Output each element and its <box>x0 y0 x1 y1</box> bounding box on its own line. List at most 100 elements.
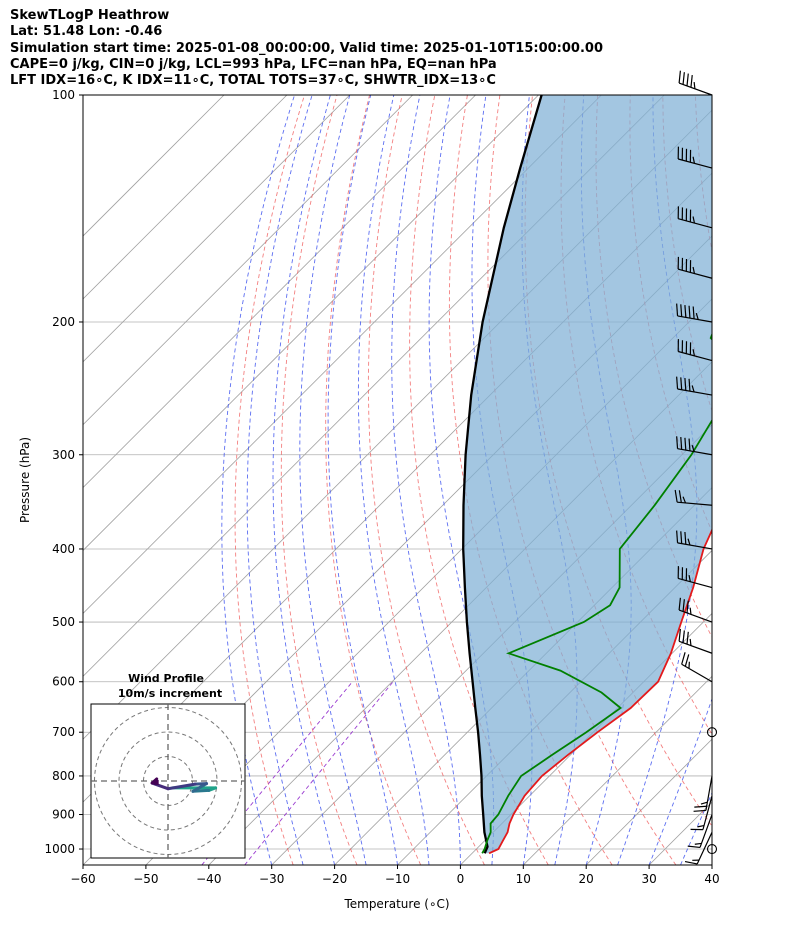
wind-barb-feather <box>682 599 685 612</box>
wind-barb-feather <box>676 530 679 543</box>
x-tick-label: −60 <box>70 872 95 886</box>
wind-barb-staff <box>681 663 713 683</box>
hodograph-segment <box>193 782 209 786</box>
wind-barb-feather <box>692 349 696 356</box>
inset-title: Wind Profile <box>128 672 204 685</box>
x-tick-label: −30 <box>259 872 284 886</box>
wind-barb-feather <box>678 628 681 642</box>
x-tick-label: 30 <box>641 872 656 886</box>
moist-adiabat <box>272 95 336 865</box>
inset-subtitle: 10m/s increment <box>118 687 222 700</box>
time-line: Simulation start time: 2025-01-08_00:00:… <box>10 40 603 56</box>
isotherm-line <box>83 95 476 489</box>
temperature-profile-line <box>488 528 712 855</box>
wind-barb-feather <box>682 496 687 504</box>
dry-adiabat <box>280 95 358 865</box>
wind-barb-feather <box>692 216 696 224</box>
y-axis-label: Pressure (hPa) <box>18 437 32 523</box>
mixing-ratio-line <box>244 681 394 865</box>
wind-barb-feather <box>689 607 692 615</box>
isotherm-line <box>83 95 288 300</box>
wind-barb-feather <box>687 845 701 849</box>
wind-barb-feather <box>686 73 689 86</box>
y-tick-label: 300 <box>52 448 75 462</box>
wind-barb-feather <box>678 490 682 503</box>
y-tick-label: 500 <box>52 615 75 629</box>
wind-barb-staff <box>678 577 713 589</box>
dry-adiabat <box>761 95 794 865</box>
stability-params-line: CAPE=0 j/kg, CIN=0 j/kg, LCL=993 hPa, LF… <box>10 56 497 72</box>
wind-barb-feather <box>691 385 695 393</box>
moist-adiabat <box>711 863 712 865</box>
isotherm-line <box>711 864 712 865</box>
isotherm-line <box>83 95 351 363</box>
x-tick-label: −20 <box>322 872 347 886</box>
location-line: Lat: 51.48 Lon: -0.46 <box>10 24 163 40</box>
axes: −60 −50 −40 −30 −20 −10 0 10 20 30 40 100 200 300 400 5… <box>44 88 719 886</box>
moist-adiabat <box>391 95 461 865</box>
wind-barb-feather <box>680 377 683 390</box>
wind-barb-feather <box>691 444 695 452</box>
wind-barb-feather <box>692 306 695 319</box>
wind-barb-staff <box>678 82 713 96</box>
isotherm-line <box>523 675 712 865</box>
wind-barb-staff <box>677 448 713 456</box>
wind-barb-feather <box>686 600 689 614</box>
wind-barb-feather <box>688 378 691 392</box>
wind-barb-feather <box>692 266 696 274</box>
wind-barb-feather <box>682 630 685 643</box>
dry-adiabat <box>367 95 485 865</box>
wind-barb-feather <box>680 531 683 544</box>
x-axis-label: Temperature (∘C) <box>343 897 449 911</box>
chart-title: SkewTLogP Heathrow <box>10 8 170 23</box>
wind-barb-feather <box>693 82 696 89</box>
wind-barb-feather <box>680 304 683 317</box>
wind-barb-feather <box>700 801 708 805</box>
wind-barb-feather <box>676 436 679 449</box>
wind-barb-staff <box>696 831 713 865</box>
wind-barb-feather <box>684 304 687 318</box>
wind-barb-feather <box>674 489 678 503</box>
cape-fill-layer <box>463 95 712 854</box>
wind-barb-feather <box>689 638 692 646</box>
y-tick-label: 1000 <box>44 842 75 856</box>
isotherm-line <box>334 487 712 865</box>
wind-barb-feather <box>694 842 702 845</box>
parcel-profile-line <box>462 95 543 854</box>
wind-barb-feather <box>681 652 686 665</box>
wind-barb-staff <box>699 814 713 848</box>
wind-barb-staff <box>678 609 713 623</box>
y-tick-label: 900 <box>52 808 75 822</box>
chart-title-block: SkewTLogP Heathrow Lat: 51.48 Lon: -0.46… <box>10 8 603 89</box>
wind-barb-staff <box>678 158 713 169</box>
wind-barb-feather <box>687 538 691 546</box>
hodograph-end-marker <box>153 779 159 785</box>
wind-barb-feather <box>684 378 687 391</box>
wind-barb-feather <box>684 861 698 865</box>
wind-barb-feather <box>682 72 685 85</box>
x-tick-label: −50 <box>133 872 158 886</box>
wind-barb-feather <box>697 824 705 828</box>
wind-barb-feather <box>684 531 687 545</box>
hodograph-inset: Wind Profile 10m/s increment <box>90 672 246 859</box>
y-tick-label: 700 <box>52 725 75 739</box>
isotherm-line <box>83 95 413 426</box>
wind-barb-staff <box>705 775 713 811</box>
wind-barb-staff <box>677 388 713 396</box>
cape-area <box>463 95 712 854</box>
isotherm-line <box>83 95 225 237</box>
x-tick-label: 0 <box>457 872 465 886</box>
x-tick-label: −10 <box>385 872 410 886</box>
inset-content <box>91 704 245 858</box>
wind-barb-staff <box>678 218 713 229</box>
wind-barb-staff <box>677 501 713 506</box>
y-tick-label: 100 <box>52 88 75 102</box>
wind-barb-feather <box>688 305 691 319</box>
wind-barb-feather <box>678 597 681 611</box>
x-tick-label: −40 <box>196 872 221 886</box>
wind-barb-feather <box>695 312 699 320</box>
wind-barb-feather <box>688 575 691 582</box>
y-tick-label: 200 <box>52 315 75 329</box>
x-tick-label: 20 <box>579 872 594 886</box>
